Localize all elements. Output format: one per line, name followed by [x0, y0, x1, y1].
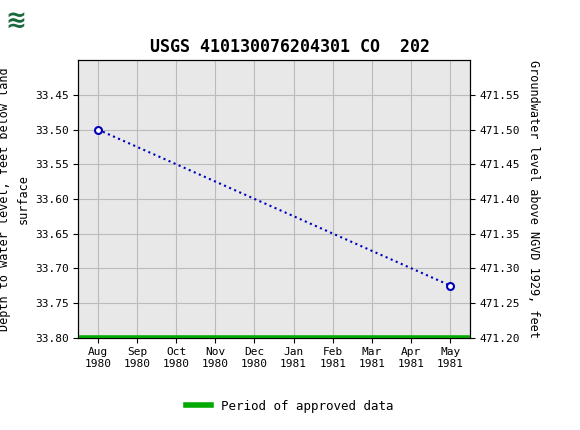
Text: USGS: USGS [78, 12, 133, 31]
Text: ≋: ≋ [6, 9, 27, 34]
Y-axis label: Groundwater level above NGVD 1929, feet: Groundwater level above NGVD 1929, feet [527, 60, 540, 338]
Bar [3, 3, 70, 42]
Text: USGS 410130076204301 CO  202: USGS 410130076204301 CO 202 [150, 38, 430, 56]
Y-axis label: Depth to water level, feet below land
surface: Depth to water level, feet below land su… [0, 67, 29, 331]
Legend: Period of approved data: Period of approved data [181, 395, 399, 418]
